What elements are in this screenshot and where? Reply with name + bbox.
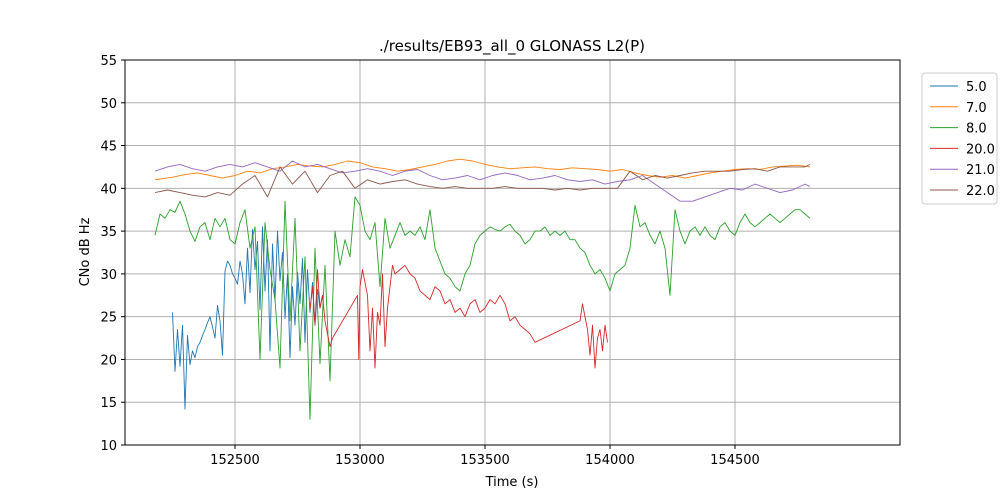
y-tick-label: 10 — [100, 439, 117, 454]
series-line-7.0 — [154, 158, 811, 181]
series-line-5.0 — [172, 226, 323, 410]
series-line-20.0 — [534, 303, 608, 369]
y-tick-label: 25 — [100, 311, 117, 326]
legend-frame — [921, 72, 998, 205]
series-8.0 — [154, 196, 811, 420]
series-5.0 — [172, 226, 323, 410]
series-line-21.0 — [154, 160, 811, 202]
series-line-20.0 — [332, 264, 536, 369]
ticks: 152500 153000 153500 154000 154500 10 15 20 25 30… — [100, 54, 759, 468]
series-layer — [154, 158, 811, 420]
y-tick-label: 50 — [100, 97, 117, 112]
y-tick-label: 30 — [100, 268, 117, 283]
series-7.0 — [154, 158, 811, 181]
legend-label-5.0: 5.0 — [966, 80, 987, 95]
x-tick-label: 152500 — [210, 453, 260, 468]
legend-label-21.0: 21.0 — [966, 163, 995, 178]
series-22.0 — [154, 163, 811, 198]
series-line-22.0 — [154, 163, 811, 198]
y-tick-label: 40 — [100, 182, 117, 197]
legend-label-7.0: 7.0 — [966, 101, 987, 116]
series-20.0 — [309, 264, 608, 369]
chart-title: ./results/EB93_all_0 GLONASS L2(P) — [379, 37, 645, 56]
y-axis-label: CNo dB Hz — [78, 217, 93, 286]
x-tick-label: 154500 — [710, 453, 760, 468]
x-tick-label: 153500 — [460, 453, 510, 468]
legend-label-20.0: 20.0 — [966, 142, 995, 157]
legend-label-8.0: 8.0 — [966, 122, 987, 137]
series-line-20.0 — [309, 269, 333, 348]
y-tick-label: 35 — [100, 225, 117, 240]
y-tick-label: 15 — [100, 396, 117, 411]
y-tick-label: 20 — [100, 353, 117, 368]
x-tick-label: 153000 — [335, 453, 385, 468]
series-line-8.0 — [154, 196, 811, 420]
x-tick-label: 154000 — [585, 453, 635, 468]
y-tick-label: 45 — [100, 140, 117, 155]
legend-label-22.0: 22.0 — [966, 184, 995, 199]
legend: 5.0 7.0 8.0 20.0 21.0 22.0 — [921, 72, 998, 205]
series-21.0 — [154, 160, 811, 202]
x-axis-label: Time (s) — [485, 475, 539, 490]
plot-frame — [124, 59, 901, 446]
y-tick-label: 55 — [100, 54, 117, 69]
